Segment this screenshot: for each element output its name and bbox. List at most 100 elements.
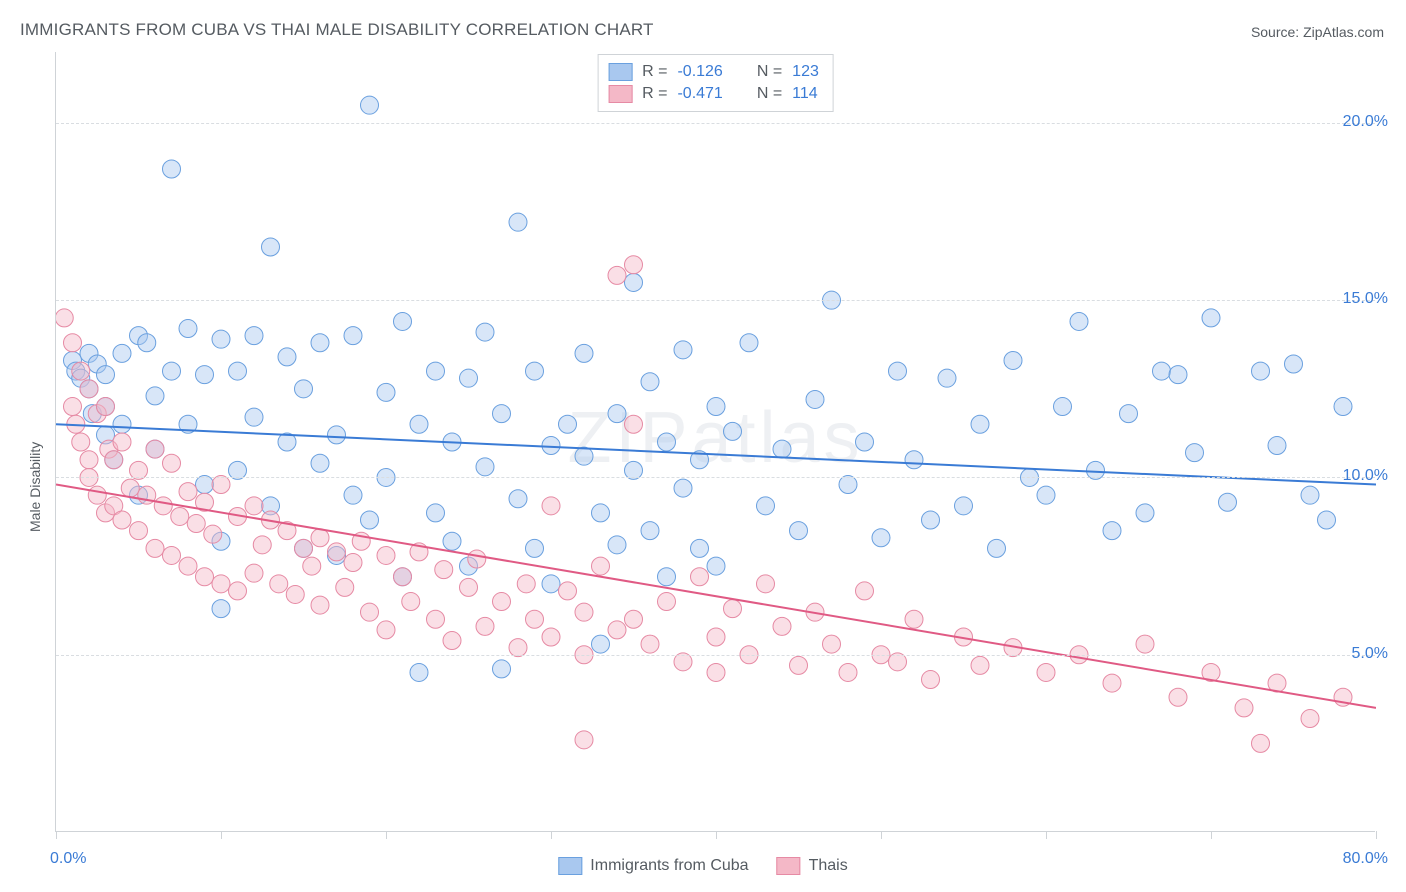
scatter-point	[121, 479, 139, 497]
y-tick-label: 10.0%	[1343, 467, 1388, 485]
scatter-point	[361, 511, 379, 529]
scatter-point	[427, 504, 445, 522]
scatter-point	[1186, 444, 1204, 462]
scatter-point	[146, 440, 164, 458]
scatter-point	[658, 433, 676, 451]
source-label: Source: ZipAtlas.com	[1251, 24, 1384, 40]
scatter-point	[229, 362, 247, 380]
scatter-point	[344, 327, 362, 345]
scatter-point	[905, 610, 923, 628]
scatter-point	[559, 415, 577, 433]
scatter-point	[311, 529, 329, 547]
x-axis-right-label: 80.0%	[1343, 850, 1388, 868]
scatter-point	[1301, 710, 1319, 728]
legend-n-label: N =	[757, 83, 782, 105]
scatter-point	[493, 405, 511, 423]
scatter-point	[138, 334, 156, 352]
scatter-point	[311, 334, 329, 352]
scatter-point	[971, 415, 989, 433]
scatter-point	[154, 497, 172, 515]
scatter-point	[295, 380, 313, 398]
scatter-point	[740, 334, 758, 352]
legend-correlation-box: R = -0.126N = 123R = -0.471N = 114	[597, 54, 834, 112]
scatter-point	[468, 550, 486, 568]
legend-r-label: R =	[642, 83, 667, 105]
scatter-point	[1054, 398, 1072, 416]
scatter-point	[212, 600, 230, 618]
scatter-point	[542, 575, 560, 593]
scatter-point	[493, 660, 511, 678]
scatter-point	[724, 600, 742, 618]
legend-swatch	[777, 857, 801, 875]
scatter-point	[179, 483, 197, 501]
scatter-point	[410, 415, 428, 433]
scatter-point	[608, 621, 626, 639]
scatter-point	[658, 593, 676, 611]
scatter-point	[402, 593, 420, 611]
scatter-point	[179, 557, 197, 575]
scatter-point	[1252, 734, 1270, 752]
scatter-point	[592, 557, 610, 575]
scatter-point	[443, 632, 461, 650]
scatter-point	[163, 546, 181, 564]
scatter-point	[377, 621, 395, 639]
legend-swatch	[558, 857, 582, 875]
scatter-point	[938, 369, 956, 387]
scatter-point	[575, 344, 593, 362]
scatter-point	[229, 582, 247, 600]
scatter-point	[253, 536, 271, 554]
scatter-point	[592, 504, 610, 522]
legend-bottom: Immigrants from CubaThais	[558, 846, 847, 886]
scatter-point	[64, 398, 82, 416]
legend-n-value: 114	[792, 83, 818, 105]
scatter-point	[97, 366, 115, 384]
x-tick	[1376, 831, 1377, 839]
legend-correlation-row: R = -0.126N = 123	[608, 61, 819, 83]
scatter-point	[1169, 366, 1187, 384]
scatter-point	[575, 447, 593, 465]
scatter-point	[641, 635, 659, 653]
scatter-point	[625, 273, 643, 291]
scatter-point	[790, 522, 808, 540]
scatter-point	[270, 575, 288, 593]
legend-swatch	[608, 63, 632, 81]
trend-line	[56, 424, 1376, 484]
scatter-point	[691, 568, 709, 586]
y-tick-label: 5.0%	[1352, 645, 1388, 663]
scatter-point	[658, 568, 676, 586]
scatter-point	[245, 564, 263, 582]
scatter-point	[905, 451, 923, 469]
plot-area: ZIPatlas R = -0.126N = 123R = -0.471N = …	[55, 52, 1375, 832]
gridline	[56, 300, 1375, 301]
scatter-point	[674, 479, 692, 497]
legend-n-label: N =	[757, 61, 782, 83]
scatter-point	[113, 511, 131, 529]
scatter-point	[476, 617, 494, 635]
scatter-point	[592, 635, 610, 653]
plot-container: ZIPatlas R = -0.126N = 123R = -0.471N = …	[55, 52, 1375, 832]
scatter-point	[707, 557, 725, 575]
scatter-point	[608, 405, 626, 423]
scatter-point	[575, 603, 593, 621]
scatter-point	[1235, 699, 1253, 717]
scatter-point	[971, 656, 989, 674]
scatter-point	[1103, 522, 1121, 540]
scatter-point	[460, 369, 478, 387]
scatter-point	[773, 617, 791, 635]
scatter-point	[823, 635, 841, 653]
scatter-point	[361, 96, 379, 114]
y-tick-label: 20.0%	[1343, 113, 1388, 131]
scatter-point	[1268, 437, 1286, 455]
scatter-point	[691, 539, 709, 557]
scatter-point	[707, 398, 725, 416]
scatter-point	[204, 525, 222, 543]
scatter-point	[493, 593, 511, 611]
scatter-point	[509, 490, 527, 508]
scatter-point	[80, 451, 98, 469]
scatter-point	[625, 415, 643, 433]
gridline	[56, 123, 1375, 124]
scatter-point	[328, 426, 346, 444]
chart-title: IMMIGRANTS FROM CUBA VS THAI MALE DISABI…	[20, 20, 654, 40]
legend-correlation-row: R = -0.471N = 114	[608, 83, 819, 105]
x-axis-left-label: 0.0%	[50, 850, 86, 868]
